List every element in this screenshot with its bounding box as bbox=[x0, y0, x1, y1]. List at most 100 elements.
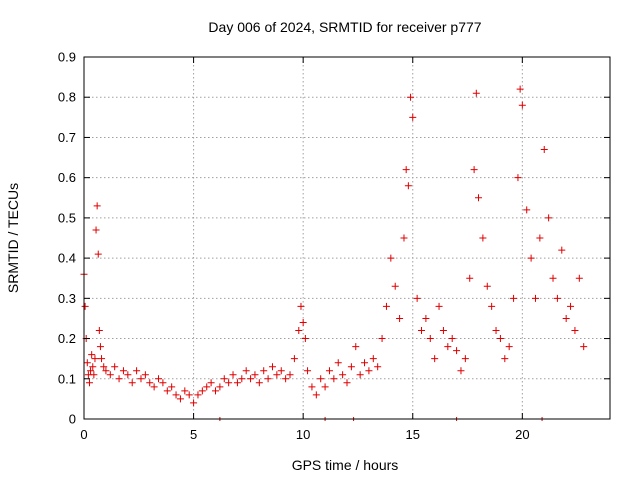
data-point bbox=[159, 379, 167, 387]
data-point bbox=[413, 294, 421, 302]
data-point bbox=[181, 387, 189, 395]
data-point bbox=[510, 294, 518, 302]
x-tick-label: 10 bbox=[296, 427, 310, 442]
plot-frame bbox=[83, 56, 611, 420]
data-point bbox=[92, 226, 100, 234]
data-point bbox=[225, 379, 233, 387]
data-point bbox=[203, 383, 211, 391]
y-tick-label: 0.9 bbox=[58, 50, 76, 65]
y-tick-label: 0.8 bbox=[58, 90, 76, 105]
data-point bbox=[374, 363, 382, 371]
data-point bbox=[94, 250, 102, 258]
grid-lines bbox=[84, 57, 610, 419]
data-point bbox=[304, 367, 312, 375]
data-point bbox=[233, 379, 241, 387]
data-point bbox=[185, 391, 193, 399]
data-point bbox=[540, 146, 548, 154]
data-point bbox=[87, 367, 95, 375]
data-point bbox=[212, 387, 219, 395]
data-point bbox=[470, 166, 478, 174]
data-point bbox=[365, 367, 373, 375]
data-point bbox=[501, 355, 509, 363]
data-point bbox=[492, 327, 500, 335]
data-point bbox=[409, 113, 417, 121]
data-point bbox=[81, 302, 89, 310]
data-point bbox=[85, 379, 93, 387]
data-point bbox=[448, 335, 456, 343]
data-point bbox=[527, 254, 535, 262]
data-point bbox=[163, 387, 171, 395]
data-point bbox=[321, 383, 329, 391]
data-point bbox=[242, 367, 250, 375]
data-point bbox=[479, 234, 487, 242]
data-point bbox=[216, 383, 224, 391]
data-point bbox=[128, 379, 136, 387]
y-tick-label: 0.4 bbox=[58, 251, 76, 266]
data-point bbox=[536, 234, 544, 242]
data-point bbox=[518, 101, 526, 109]
data-point bbox=[308, 383, 316, 391]
data-point bbox=[488, 302, 496, 310]
data-point bbox=[247, 375, 255, 383]
data-point bbox=[457, 367, 465, 375]
data-point bbox=[277, 367, 285, 375]
data-point bbox=[325, 367, 333, 375]
data-point bbox=[133, 367, 141, 375]
data-point bbox=[391, 282, 399, 290]
y-tick-label: 0.6 bbox=[58, 170, 76, 185]
data-point bbox=[523, 206, 531, 214]
data-point bbox=[255, 379, 263, 387]
data-point bbox=[461, 355, 469, 363]
data-point bbox=[575, 274, 583, 282]
data-point bbox=[516, 85, 524, 93]
y-tick-label: 0.5 bbox=[58, 210, 76, 225]
data-point bbox=[514, 174, 522, 182]
x-tick-label: 0 bbox=[80, 427, 87, 442]
x-tick-labels: 0 5 10 15 20 bbox=[80, 427, 529, 442]
data-point bbox=[141, 371, 149, 379]
data-point bbox=[407, 93, 415, 101]
data-point bbox=[396, 314, 404, 322]
x-tick-label: 5 bbox=[190, 427, 197, 442]
data-point bbox=[422, 314, 430, 322]
data-point bbox=[444, 343, 452, 351]
data-point bbox=[580, 343, 588, 351]
data-point bbox=[290, 355, 298, 363]
data-point bbox=[106, 371, 114, 379]
data-point bbox=[562, 314, 570, 322]
data-point bbox=[88, 351, 96, 359]
data-point bbox=[89, 363, 97, 371]
y-tick-label: 0.3 bbox=[58, 291, 76, 306]
data-point bbox=[286, 371, 294, 379]
data-point bbox=[198, 387, 206, 395]
data-point bbox=[347, 363, 355, 371]
data-point bbox=[251, 371, 259, 379]
data-point bbox=[115, 375, 123, 383]
data-point bbox=[382, 302, 390, 310]
data-point bbox=[334, 359, 342, 367]
data-point bbox=[264, 375, 272, 383]
data-point bbox=[361, 359, 369, 367]
x-tick-label: 15 bbox=[406, 427, 420, 442]
data-point bbox=[400, 234, 408, 242]
data-point bbox=[466, 274, 474, 282]
data-point bbox=[439, 327, 447, 335]
y-tick-label: 0.2 bbox=[58, 331, 76, 346]
chart-title: Day 006 of 2024, SRMTID for receiver p77… bbox=[208, 19, 481, 35]
data-point bbox=[496, 335, 504, 343]
data-point bbox=[553, 294, 561, 302]
data-point bbox=[155, 375, 163, 383]
data-point bbox=[402, 166, 410, 174]
data-point bbox=[260, 367, 268, 375]
x-axis-title: GPS time / hours bbox=[292, 457, 399, 473]
y-tick-label: 0.7 bbox=[58, 130, 76, 145]
data-point bbox=[194, 391, 202, 399]
y-axis-title: SRMTID / TECUs bbox=[5, 183, 21, 293]
y-tick-label: 0 bbox=[69, 412, 76, 427]
data-point bbox=[168, 383, 176, 391]
data-point bbox=[352, 343, 360, 351]
data-point bbox=[268, 363, 276, 371]
data-point bbox=[93, 202, 101, 210]
data-point bbox=[378, 335, 386, 343]
